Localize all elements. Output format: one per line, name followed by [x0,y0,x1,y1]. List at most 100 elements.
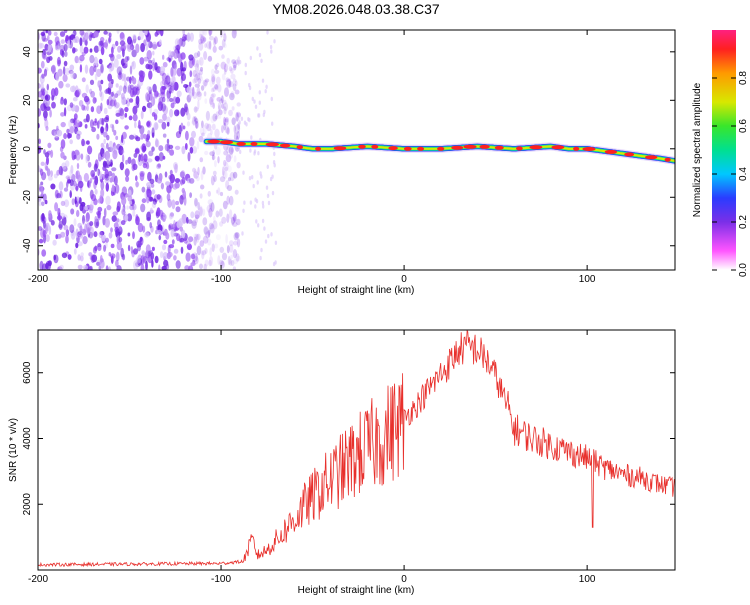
noise-cell [208,222,214,230]
noise-cell [40,181,44,186]
ridge-peak [573,146,580,151]
noise-cell [209,247,212,257]
noise-cell [55,72,60,82]
noise-cell [147,64,153,70]
noise-cell [218,109,223,116]
snr-series-line [38,330,675,568]
spectrogram-y-tick-label: -40 [22,238,33,253]
noise-cell [116,251,120,262]
noise-cell [96,68,102,78]
noise-cell [98,154,102,163]
noise-cell [203,51,208,60]
noise-cell [215,189,219,194]
noise-cell [219,246,225,253]
noise-cell [164,143,170,152]
noise-cell [193,116,197,122]
noise-cell [117,72,123,80]
noise-cell [170,102,175,109]
ridge-peak [529,145,543,150]
noise-cell [47,142,52,149]
noise-cell [134,121,137,129]
noise-cell [194,197,198,207]
noise-cell [226,213,230,223]
noise-cell [156,194,161,200]
noise-cell [158,195,163,204]
noise-cell [267,200,271,206]
ridge-peak [582,147,596,151]
noise-cell [139,172,145,182]
noise-cell [186,121,191,127]
noise-cell [183,238,188,244]
noise-cell [143,56,149,62]
noise-cell [196,140,200,150]
noise-cell [94,188,98,195]
noise-cell [207,55,213,62]
noise-cell [108,37,111,44]
noise-cell [235,123,241,134]
colorbar-label: Normalized spectral amplitude [692,82,703,217]
noise-cell [88,204,94,211]
colorbar-gradient [712,30,736,270]
noise-cell [181,176,186,185]
noise-cell [197,202,200,211]
noise-cell [162,113,167,122]
noise-cell [106,134,110,141]
noise-cell [196,87,200,95]
noise-cell [138,30,144,40]
noise-cell [249,55,252,61]
noise-cell [217,114,222,119]
noise-cell [223,159,227,167]
noise-cell [53,254,56,261]
spectrogram-x-tick-label: -200 [28,274,48,285]
noise-cell [136,103,140,109]
noise-cell [210,223,215,234]
noise-cell [166,116,171,125]
noise-cell [72,38,78,43]
noise-cell [191,130,196,139]
noise-cell [233,155,237,163]
noise-cell [140,42,146,53]
noise-cell [180,75,184,84]
noise-cell [179,195,184,205]
noise-cell [175,200,180,206]
noise-cell [87,161,92,168]
noise-cell [186,216,189,224]
noise-cell [218,208,223,217]
noise-cell [146,211,152,221]
noise-cell [202,79,208,87]
spectrogram-cells [38,30,675,270]
noise-cell [181,38,186,48]
noise-cell [135,95,140,106]
noise-cell [191,146,198,154]
noise-cell [53,173,58,179]
noise-cell [100,180,105,191]
spectrogram-x-tick-label: 0 [401,274,407,285]
noise-cell [108,62,112,69]
noise-cell [245,122,248,127]
noise-cell [228,81,234,88]
noise-cell [194,210,200,220]
noise-cell [202,208,206,216]
noise-cell [168,144,174,150]
noise-cell [221,54,225,59]
noise-cell [79,64,83,73]
spectrogram-y-tick-label: 0 [22,146,33,152]
noise-cell [211,154,216,160]
noise-cell [209,204,213,210]
noise-cell [195,63,200,73]
noise-cell [50,183,56,190]
noise-cell [210,115,215,124]
noise-cell [238,59,242,65]
noise-cell [137,36,141,41]
noise-cell [93,180,97,190]
noise-cell [115,83,119,88]
noise-cell [158,145,164,152]
noise-cell [100,126,104,134]
noise-cell [131,250,135,258]
noise-cell [146,86,152,91]
noise-cell [184,103,188,113]
noise-cell [109,159,113,167]
noise-cell [60,121,66,128]
noise-cell [269,44,273,50]
noise-cell [50,220,55,226]
